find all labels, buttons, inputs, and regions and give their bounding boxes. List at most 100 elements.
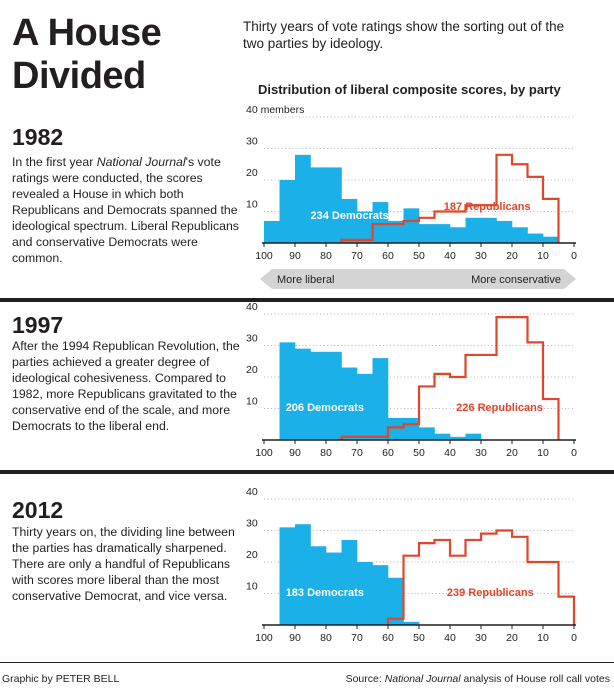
democrat-bar <box>279 342 296 440</box>
footer-credit: Graphic by PETER BELL <box>2 673 120 685</box>
democrat-bar <box>388 417 404 440</box>
panel-2012-year: 2012 <box>12 497 64 523</box>
intro-text: Thirty years of vote ratings show the so… <box>243 19 565 51</box>
democrats-series-label: 183 Democrats <box>286 587 364 599</box>
x-tick-label-100: 100 <box>255 632 273 644</box>
democrat-bar <box>419 224 435 243</box>
republicans-series-label: 239 Republicans <box>447 587 534 599</box>
democrat-bar <box>403 417 420 440</box>
x-tick-label-70: 70 <box>351 632 363 644</box>
footer-source-suffix: analysis of House roll call votes <box>460 673 611 685</box>
x-tick-label-40: 40 <box>444 632 456 644</box>
panel-2012-description: Thirty years on, the dividing line betwe… <box>12 525 235 603</box>
page-title: A House Divided <box>12 12 162 98</box>
x-tick-label-10: 10 <box>537 250 549 262</box>
democrats-series-label: 206 Democrats <box>286 402 364 414</box>
y-tick-label-10: 10 <box>246 581 258 593</box>
footer-source-publication: National Journal <box>384 673 461 685</box>
democrat-bar <box>310 546 327 625</box>
chart-heading: Distribution of liberal composite scores… <box>258 82 561 97</box>
x-tick-label-0: 0 <box>571 632 577 644</box>
democrat-bar <box>543 236 559 243</box>
democrat-bar <box>372 202 389 243</box>
panel-1997-year: 1997 <box>12 312 64 338</box>
democrat-bar <box>372 565 389 625</box>
x-tick-label-50: 50 <box>413 632 425 644</box>
y-tick-label-40: 40 <box>246 301 258 313</box>
x-tick-label-40: 40 <box>444 250 456 262</box>
x-tick-label-60: 60 <box>382 250 394 262</box>
y-tick-label-20: 20 <box>246 364 258 376</box>
democrat-bar <box>403 621 420 625</box>
x-tick-label-30: 30 <box>475 447 487 459</box>
democrat-bar <box>357 373 373 440</box>
democrat-bar <box>295 524 311 625</box>
democrat-bar <box>264 220 280 243</box>
y-tick-label-10: 10 <box>246 199 258 211</box>
democrat-bar <box>295 154 311 243</box>
democrat-bar <box>310 167 327 243</box>
democrat-bar <box>403 208 420 243</box>
democrat-bar <box>527 233 544 243</box>
x-tick-label-90: 90 <box>289 250 301 262</box>
democrats-series-label: 234 Democrats <box>311 210 389 222</box>
section-divider-1 <box>0 298 614 302</box>
panel-1982-desc-publication: National Journal <box>96 155 186 169</box>
y-tick-label-40: 40 members <box>246 104 304 116</box>
republican-outline <box>340 316 560 440</box>
x-tick-label-50: 50 <box>413 250 425 262</box>
x-tick-label-20: 20 <box>506 250 518 262</box>
x-tick-label-80: 80 <box>320 250 332 262</box>
x-tick-label-40: 40 <box>444 447 456 459</box>
x-tick-label-80: 80 <box>320 632 332 644</box>
x-tick-label-60: 60 <box>382 447 394 459</box>
republican-outline <box>340 153 560 243</box>
y-tick-label-20: 20 <box>246 167 258 179</box>
democrat-bar <box>341 539 358 625</box>
x-tick-label-50: 50 <box>413 447 425 459</box>
x-tick-label-80: 80 <box>320 447 332 459</box>
x-tick-label-90: 90 <box>289 447 301 459</box>
panel-1997-description: After the 1994 Republican Revolution, th… <box>12 339 240 433</box>
x-tick-label-100: 100 <box>255 250 273 262</box>
democrat-bar <box>326 552 342 625</box>
democrat-bar <box>279 527 296 625</box>
x-tick-label-20: 20 <box>506 632 518 644</box>
democrat-bar <box>295 348 311 440</box>
democrat-bar <box>465 217 482 243</box>
x-tick-label-0: 0 <box>571 250 577 262</box>
x-tick-label-90: 90 <box>289 632 301 644</box>
democrat-bar <box>357 562 373 625</box>
arrow-label-liberal: More liberal <box>277 274 334 286</box>
democrat-bar <box>450 436 466 440</box>
x-tick-label-70: 70 <box>351 447 363 459</box>
x-tick-label-100: 100 <box>255 447 273 459</box>
democrat-bar <box>419 427 435 440</box>
republican-outline <box>386 529 576 625</box>
democrat-bar <box>279 180 296 243</box>
x-tick-label-10: 10 <box>537 632 549 644</box>
title-line-1: A House <box>12 12 162 54</box>
x-tick-label-30: 30 <box>475 250 487 262</box>
x-tick-label-60: 60 <box>382 632 394 644</box>
democrat-bar <box>512 227 528 243</box>
democrat-bar <box>372 358 389 440</box>
y-tick-label-40: 40 <box>246 486 258 498</box>
panel-1982-desc-a: In the first year <box>12 155 97 169</box>
democrat-bar <box>434 224 451 243</box>
footer-source: Source: National Journal analysis of Hou… <box>346 673 610 685</box>
x-tick-label-70: 70 <box>351 250 363 262</box>
section-divider-2 <box>0 470 614 474</box>
y-tick-label-30: 30 <box>246 136 258 148</box>
democrat-bar <box>310 351 327 440</box>
footer-source-prefix: Source: <box>345 673 385 685</box>
title-line-2: Divided <box>12 55 146 97</box>
y-tick-label-20: 20 <box>246 549 258 561</box>
y-tick-label-10: 10 <box>246 396 258 408</box>
y-tick-label-30: 30 <box>246 518 258 530</box>
x-tick-label-20: 20 <box>506 447 518 459</box>
democrat-bar <box>326 167 342 243</box>
